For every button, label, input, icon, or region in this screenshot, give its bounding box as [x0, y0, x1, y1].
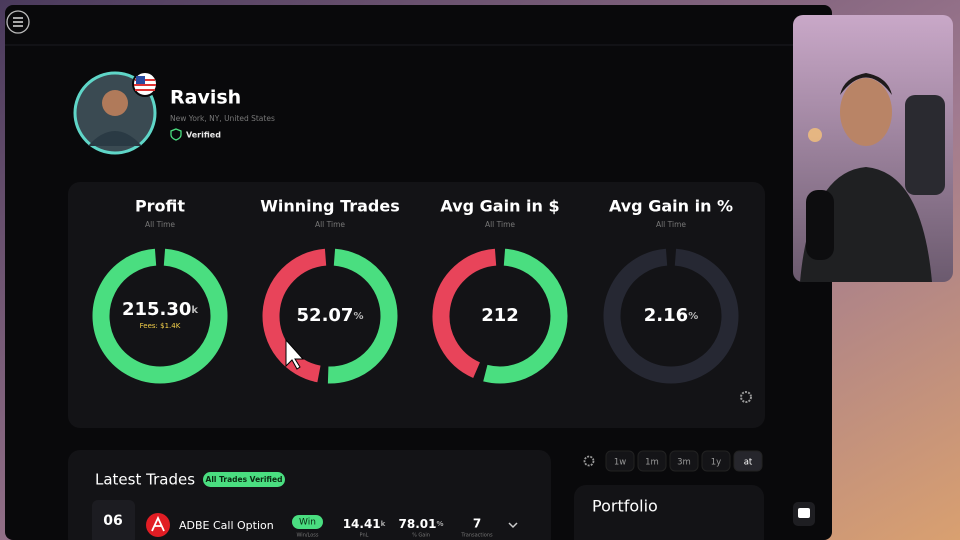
- stat-period: All Time: [485, 220, 515, 229]
- timeframe-label: 1m: [645, 458, 659, 468]
- stat-note: Fees: $1.4K: [140, 322, 181, 330]
- ring-segment: [483, 248, 568, 384]
- portfolio-title: Portfolio: [592, 497, 658, 516]
- stat-title: Profit: [135, 197, 185, 216]
- webcam-body: [800, 167, 932, 282]
- stat-title: Avg Gain in $: [440, 197, 559, 216]
- timeframe-button[interactable]: [637, 450, 667, 472]
- stat-period: All Time: [145, 220, 175, 229]
- timeframe-button[interactable]: [733, 450, 763, 472]
- timeframe-button[interactable]: [701, 450, 731, 472]
- stat-title: Winning Trades: [260, 197, 399, 216]
- profile-name: Ravish: [170, 87, 241, 109]
- profile-location: New York, NY, United States: [170, 114, 275, 123]
- stat-number: 52.07: [297, 305, 354, 326]
- latest-trades-panel: [68, 450, 551, 540]
- stat-unit: %: [688, 311, 698, 322]
- stats-panel: [68, 182, 765, 428]
- timeframe-label: at: [744, 458, 753, 468]
- verified-badge-label: All Trades Verified: [206, 475, 283, 484]
- timeframe-label: 1y: [711, 458, 721, 468]
- stat-unit: k: [191, 305, 198, 316]
- gain-unit: %: [436, 520, 443, 528]
- timeframe-label: 1w: [614, 458, 626, 468]
- timeframe-button[interactable]: [605, 450, 635, 472]
- stat-number: 215.30: [122, 299, 191, 320]
- stat-value: 2.16%: [644, 305, 698, 326]
- ring-segment: [327, 248, 398, 384]
- timeframes: 1w 1m 3m 1y at: [605, 450, 763, 472]
- stat-value: 212: [481, 305, 519, 326]
- stat-period: All Time: [656, 220, 686, 229]
- stat-value: 52.07%: [297, 305, 364, 326]
- portfolio-panel: [574, 485, 764, 540]
- adobe-glyph: [151, 515, 165, 532]
- latest-trades-title: Latest Trades: [95, 471, 195, 489]
- win-pill: [292, 515, 323, 529]
- date-box: [92, 500, 135, 540]
- timeframe-settings[interactable]: [583, 455, 595, 467]
- trade-result: Win: [299, 518, 316, 528]
- trade-transactions: 7: [473, 517, 481, 531]
- ring-segment: [432, 248, 497, 378]
- pnl-unit: k: [381, 520, 386, 528]
- avatar-body: [88, 131, 142, 146]
- trade-date: 06: [103, 513, 122, 529]
- trade-pnl: 14.41k: [343, 517, 386, 531]
- stat-value: 215.30k: [122, 299, 198, 320]
- stats: Profit All Time 215.30k Fees: $1.4K Winning …: [92, 197, 739, 384]
- trade-name: ADBE Call Option: [179, 519, 274, 532]
- stat-number: 212: [481, 305, 519, 326]
- transactions-label: Transactions: [460, 533, 493, 539]
- chat-icon: [798, 508, 810, 518]
- webcam-face: [840, 78, 892, 146]
- webcam-lamp: [808, 128, 822, 142]
- timeframe-label: 3m: [677, 458, 691, 468]
- result-label: Win/Loss: [296, 533, 318, 539]
- trade-gain: 78.01%: [399, 517, 444, 531]
- expand-chevron[interactable]: [508, 522, 518, 529]
- ring-segment: [92, 248, 228, 384]
- menu-icon: [13, 17, 23, 27]
- mouse-cursor: [285, 338, 305, 370]
- stat-title: Avg Gain in %: [609, 197, 733, 216]
- gain-value: 78.01: [399, 517, 437, 531]
- menu-button[interactable]: [6, 10, 30, 34]
- webcam-chair: [905, 95, 945, 195]
- webcam-microphone: [806, 190, 834, 260]
- pnl-label: PnL: [360, 533, 369, 539]
- pnl-value: 14.41: [343, 517, 381, 531]
- timeframe-button[interactable]: [669, 450, 699, 472]
- flag-canton: [136, 76, 145, 84]
- avatar-face: [102, 90, 128, 116]
- stat-unit: %: [353, 311, 363, 322]
- settings-button[interactable]: [740, 391, 752, 403]
- ring-segment: [603, 248, 739, 384]
- verified-label: Verified: [186, 131, 221, 140]
- gain-label: % Gain: [412, 533, 430, 539]
- verified-icon: [170, 128, 182, 141]
- webcam-hair: [840, 73, 892, 95]
- stat-period: All Time: [315, 220, 345, 229]
- stat-number: 2.16: [644, 305, 688, 326]
- verified-badge: [203, 472, 285, 487]
